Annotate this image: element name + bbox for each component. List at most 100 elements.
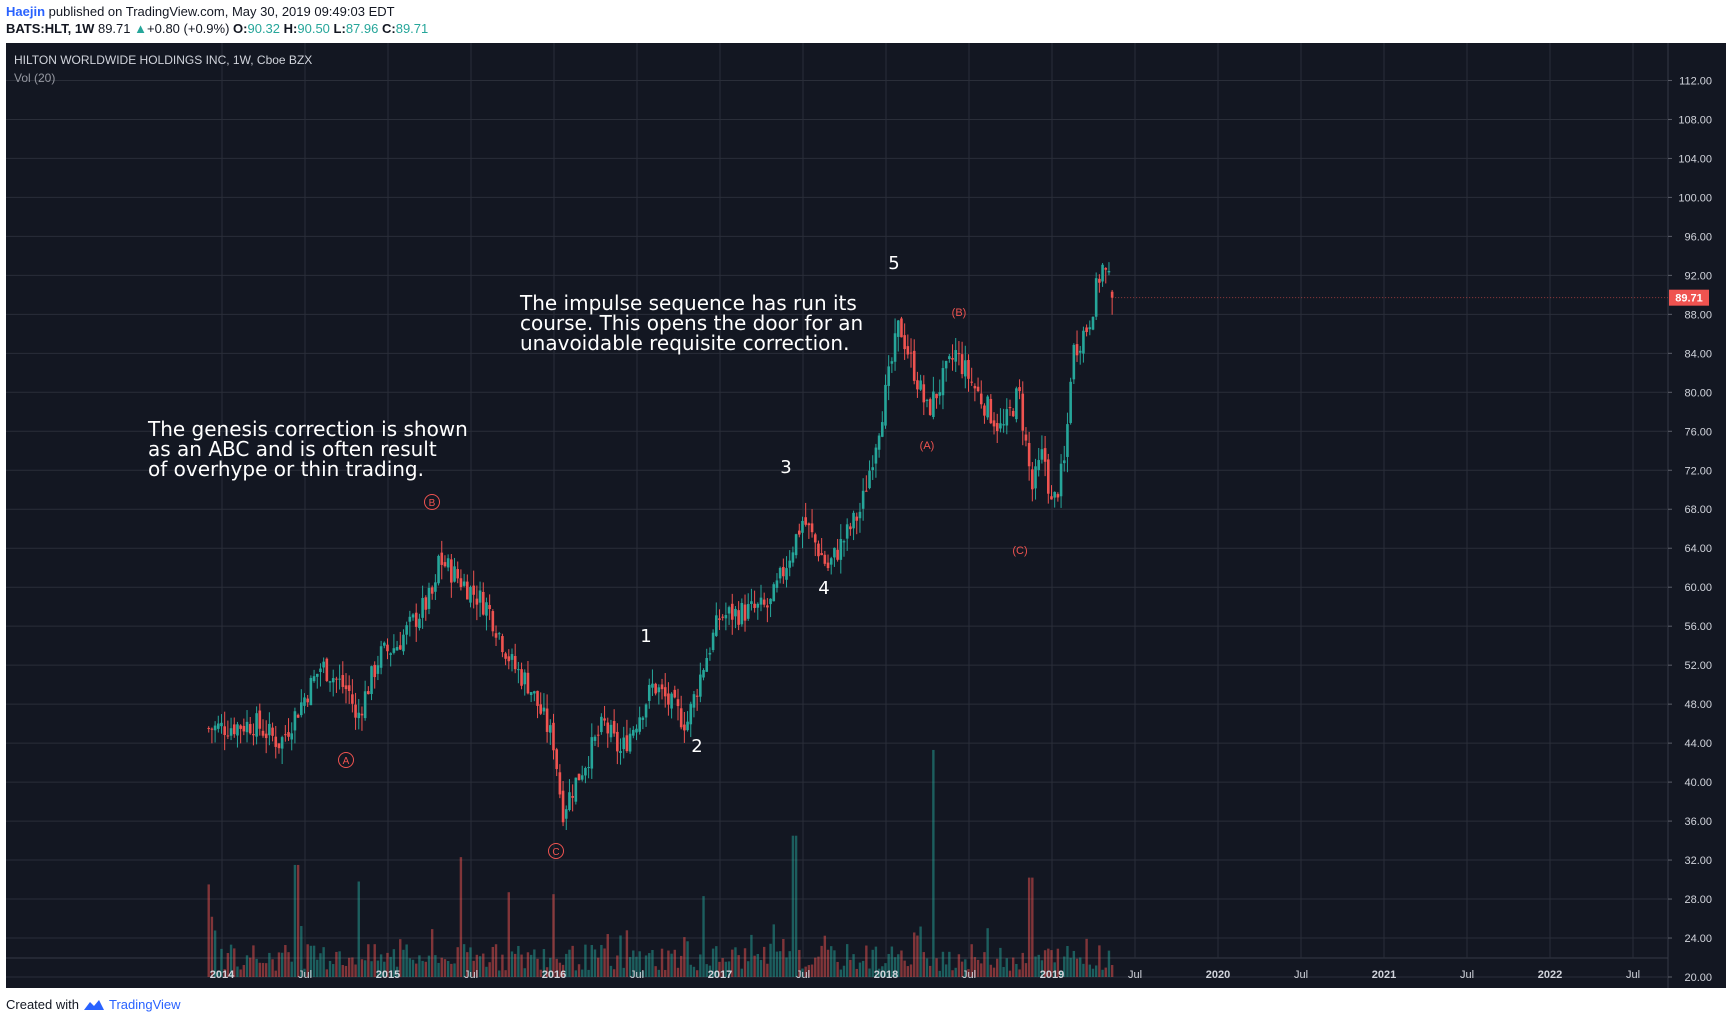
- candle-body: [421, 597, 424, 618]
- volume-bar: [335, 951, 338, 977]
- candle-body: [354, 704, 357, 718]
- candle-body: [494, 633, 498, 638]
- candle-body: [347, 685, 351, 692]
- y-tick-label: 20.00: [1684, 972, 1712, 984]
- candle-body: [705, 657, 709, 672]
- volume-bar: [935, 958, 938, 977]
- open-label: O:: [233, 21, 248, 36]
- volume-bar: [673, 949, 676, 977]
- y-tick-label: 28.00: [1684, 894, 1712, 906]
- candle-body: [928, 399, 932, 415]
- author-link[interactable]: Haejin: [6, 4, 46, 19]
- candle-body: [829, 558, 833, 565]
- volume-bar: [491, 946, 495, 977]
- volume-bar: [794, 835, 798, 977]
- volume-bar: [849, 959, 852, 977]
- candle-body: [718, 618, 721, 620]
- high-label: H:: [283, 21, 298, 36]
- candle-body: [1037, 460, 1041, 471]
- candle-body: [261, 730, 265, 736]
- candle-body: [319, 668, 322, 673]
- volume-bar: [954, 967, 957, 977]
- candle-body: [794, 534, 798, 556]
- volume-bar: [379, 954, 383, 977]
- volume-bar: [635, 956, 638, 977]
- candle-body: [1059, 463, 1063, 497]
- candle-body: [845, 524, 849, 539]
- volume-bar: [622, 967, 625, 977]
- y-tick-label: 44.00: [1684, 738, 1712, 750]
- volume-bar: [664, 969, 667, 977]
- tradingview-brand-link[interactable]: TradingView: [108, 997, 181, 1012]
- volume-bar: [964, 959, 967, 977]
- volume-bar: [1069, 957, 1072, 977]
- candle-body: [1046, 459, 1050, 494]
- candle-body: [325, 658, 329, 681]
- candle-body: [887, 366, 890, 386]
- volume-bar: [383, 961, 386, 977]
- time-axis[interactable]: 2014 Jul 2015 Jul 2016 Jul 2017 Jul 2018 Jul 2019 J…: [210, 969, 1640, 981]
- y-tick-label: 52.00: [1684, 660, 1712, 672]
- candle-body: [226, 735, 230, 737]
- candle-body: [290, 733, 294, 740]
- volume-bar: [258, 962, 261, 977]
- candle-body: [1024, 434, 1028, 441]
- candle-body: [1069, 381, 1072, 423]
- x-tick-label: 2020: [1206, 969, 1230, 981]
- volume-bar: [941, 951, 945, 977]
- candle-body: [628, 733, 632, 752]
- candle-body: [507, 656, 511, 662]
- volume-bar: [970, 944, 973, 977]
- candle-body: [868, 470, 871, 489]
- volume-bar: [1047, 948, 1050, 977]
- candle-body: [440, 552, 444, 565]
- volume-bar: [606, 934, 609, 977]
- volume-bar: [555, 958, 558, 977]
- candle-body: [596, 734, 600, 736]
- volume-bar: [303, 968, 306, 977]
- volume-bar: [309, 945, 313, 977]
- candle-body: [893, 333, 897, 362]
- volume-bar: [322, 947, 325, 977]
- volume-bar: [207, 884, 210, 977]
- volume-bar: [332, 964, 335, 977]
- volume-bar: [494, 944, 498, 977]
- candle-body: [450, 559, 453, 583]
- volume-bar: [421, 960, 424, 977]
- volume-bar: [625, 930, 629, 977]
- candle-body: [207, 728, 211, 730]
- candle-body: [1075, 344, 1079, 356]
- candle-body: [612, 721, 616, 734]
- y-tick-label: 84.00: [1684, 348, 1712, 360]
- candle-body: [750, 601, 753, 604]
- candle-body: [434, 582, 437, 592]
- symbol-label: BATS:HLT, 1W: [6, 21, 95, 36]
- volume-bar: [306, 944, 309, 977]
- candle-body: [210, 728, 214, 730]
- y-tick-label: 96.00: [1684, 231, 1712, 243]
- candle-body: [552, 722, 555, 751]
- volume-bar: [245, 955, 249, 977]
- published-text: published on TradingView.com, May 30, 20…: [48, 4, 395, 19]
- volume-bar: [868, 968, 871, 977]
- volume-bar: [223, 969, 226, 977]
- candle-body: [236, 724, 239, 736]
- volume-bar: [951, 970, 954, 977]
- volume-bar: [893, 957, 897, 977]
- candle-body: [689, 703, 693, 725]
- volume-bar: [782, 938, 785, 977]
- volume-bar: [517, 945, 520, 977]
- price-axis[interactable]: 112.00 108.00 104.00 100.00 96.00 92.00 88.00 8…: [1668, 75, 1712, 984]
- volume-bar: [628, 957, 632, 977]
- volume-bar: [877, 968, 881, 977]
- volume-bar: [600, 944, 603, 977]
- volume-bar: [408, 958, 412, 977]
- y-tick-label: 32.00: [1684, 855, 1712, 867]
- price-change: +0.80 (+0.9%): [147, 21, 230, 36]
- volume-bar: [890, 946, 894, 977]
- candle-body: [686, 721, 689, 731]
- x-tick-label: 2021: [1372, 969, 1396, 981]
- candle-body: [465, 581, 469, 600]
